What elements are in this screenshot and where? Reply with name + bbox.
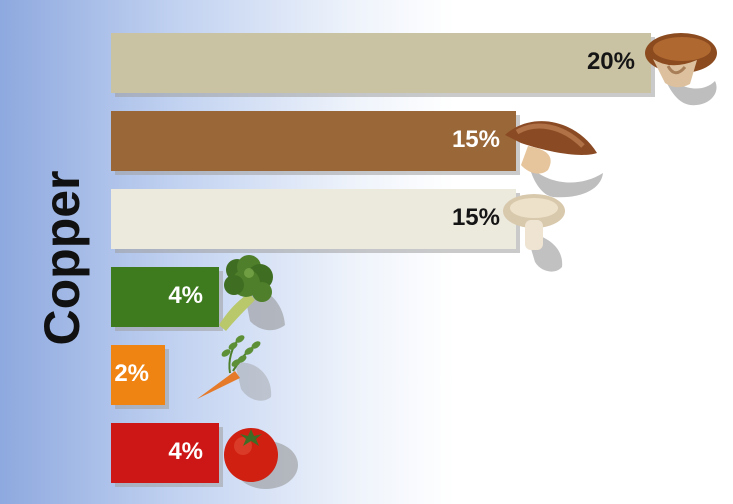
mushroom-gill-line bbox=[666, 65, 687, 75]
bar-group: 4% bbox=[111, 255, 285, 331]
bar bbox=[111, 33, 651, 93]
shiitake-icon-shadow bbox=[529, 166, 603, 198]
bar-group: 20% bbox=[111, 33, 717, 106]
broccoli-floret bbox=[224, 275, 244, 295]
bar bbox=[111, 267, 219, 327]
shiitake-highlight bbox=[515, 123, 585, 148]
carrot-leaf bbox=[251, 341, 261, 349]
bar-group: 15% bbox=[111, 111, 603, 198]
mushroom-icon-shadow bbox=[660, 67, 717, 106]
shiitake-stem bbox=[521, 146, 551, 174]
broccoli-floret bbox=[252, 282, 272, 302]
white-mushroom-stem bbox=[525, 220, 543, 250]
bar-group: 2% bbox=[111, 335, 272, 409]
broccoli-icon bbox=[219, 255, 285, 331]
data-label: 4% bbox=[168, 438, 203, 465]
carrot-root bbox=[197, 371, 240, 399]
data-label: 2% bbox=[114, 360, 149, 387]
tomato-body bbox=[224, 428, 278, 482]
carrot-leaf bbox=[231, 359, 241, 367]
bar bbox=[111, 345, 165, 405]
carrot-leaf bbox=[221, 349, 231, 357]
shiitake-icon bbox=[505, 121, 603, 198]
bar bbox=[111, 423, 219, 483]
carrot-icon-shadow bbox=[235, 362, 272, 401]
white-mushroom-icon bbox=[503, 194, 565, 272]
broccoli-highlight bbox=[244, 268, 254, 278]
bar bbox=[111, 111, 516, 171]
data-label: 20% bbox=[587, 48, 635, 75]
tomato-calyx bbox=[240, 429, 262, 446]
bar-group: 15% bbox=[111, 189, 565, 272]
carrot-leaf bbox=[244, 347, 254, 355]
data-label: 4% bbox=[168, 282, 203, 309]
tomato-icon bbox=[224, 428, 298, 489]
mushroom-icon bbox=[645, 33, 717, 106]
carrot-leaf bbox=[235, 335, 245, 343]
carrot-leaf bbox=[228, 342, 238, 350]
bar bbox=[111, 189, 516, 249]
carrot-icon bbox=[197, 335, 272, 401]
broccoli-stem bbox=[219, 293, 255, 331]
data-label: 15% bbox=[452, 126, 500, 153]
data-label: 15% bbox=[452, 204, 500, 231]
bar-group: 4% bbox=[111, 423, 298, 489]
white-mushroom-highlight bbox=[510, 198, 558, 218]
mushroom-highlight bbox=[653, 37, 711, 61]
